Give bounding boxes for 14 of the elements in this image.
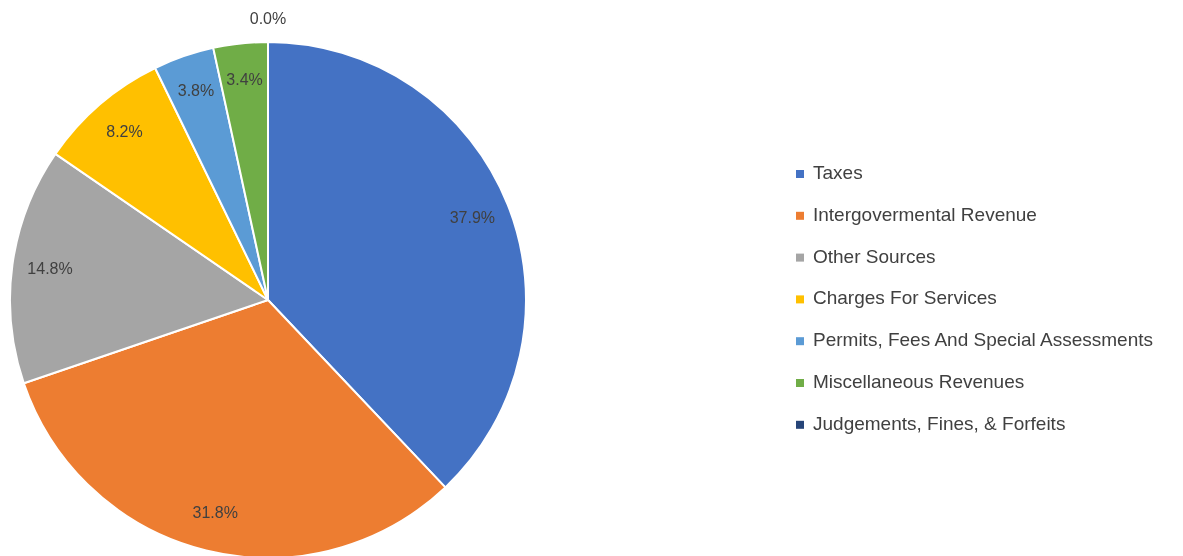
data-label: 3.4% (226, 71, 263, 89)
legend-label: Other Sources (813, 245, 936, 267)
data-label: 3.8% (177, 82, 215, 100)
legend-label: Judgements, Fines, & Forfeits (813, 412, 1066, 434)
data-label: 8.2% (106, 123, 143, 141)
legend-label: Charges For Services (813, 287, 997, 309)
data-label: 37.9% (449, 208, 496, 226)
legend-label: Miscellaneous Revenues (813, 371, 1025, 393)
data-label: 31.8% (192, 503, 238, 521)
text: 0.0% (249, 10, 287, 28)
legend-label: Taxes (813, 162, 863, 184)
legend-label: Permits, Fees And Special Assessments (813, 329, 1154, 351)
legend-label: Intergovermental Revenue (813, 203, 1037, 225)
data-label: 14.8% (27, 260, 73, 278)
